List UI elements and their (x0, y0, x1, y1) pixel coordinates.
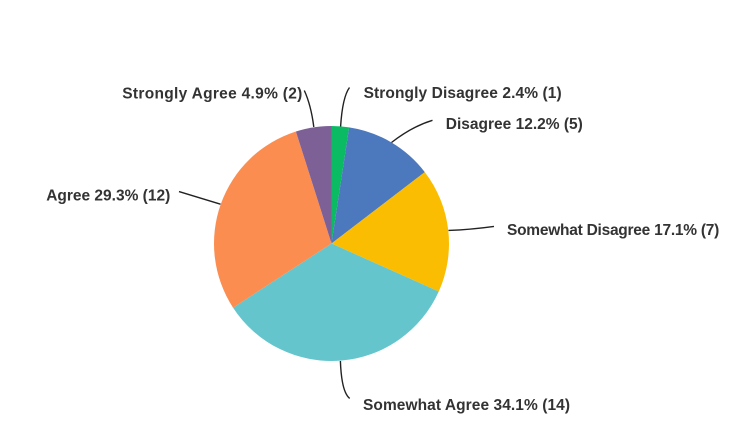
svg-text:Strongly Agree 4.9% (2): Strongly Agree 4.9% (2) (122, 86, 302, 103)
svg-text:Disagree 12.2% (5): Disagree 12.2% (5) (446, 116, 583, 133)
svg-text:Agree 29.3% (12): Agree 29.3% (12) (46, 188, 170, 205)
svg-text:Strongly Disagree 2.4% (1): Strongly Disagree 2.4% (1) (364, 85, 562, 102)
svg-text:Somewhat Agree 34.1% (14): Somewhat Agree 34.1% (14) (363, 397, 570, 414)
svg-text:Somewhat Disagree 17.1% (7): Somewhat Disagree 17.1% (7) (507, 222, 719, 239)
